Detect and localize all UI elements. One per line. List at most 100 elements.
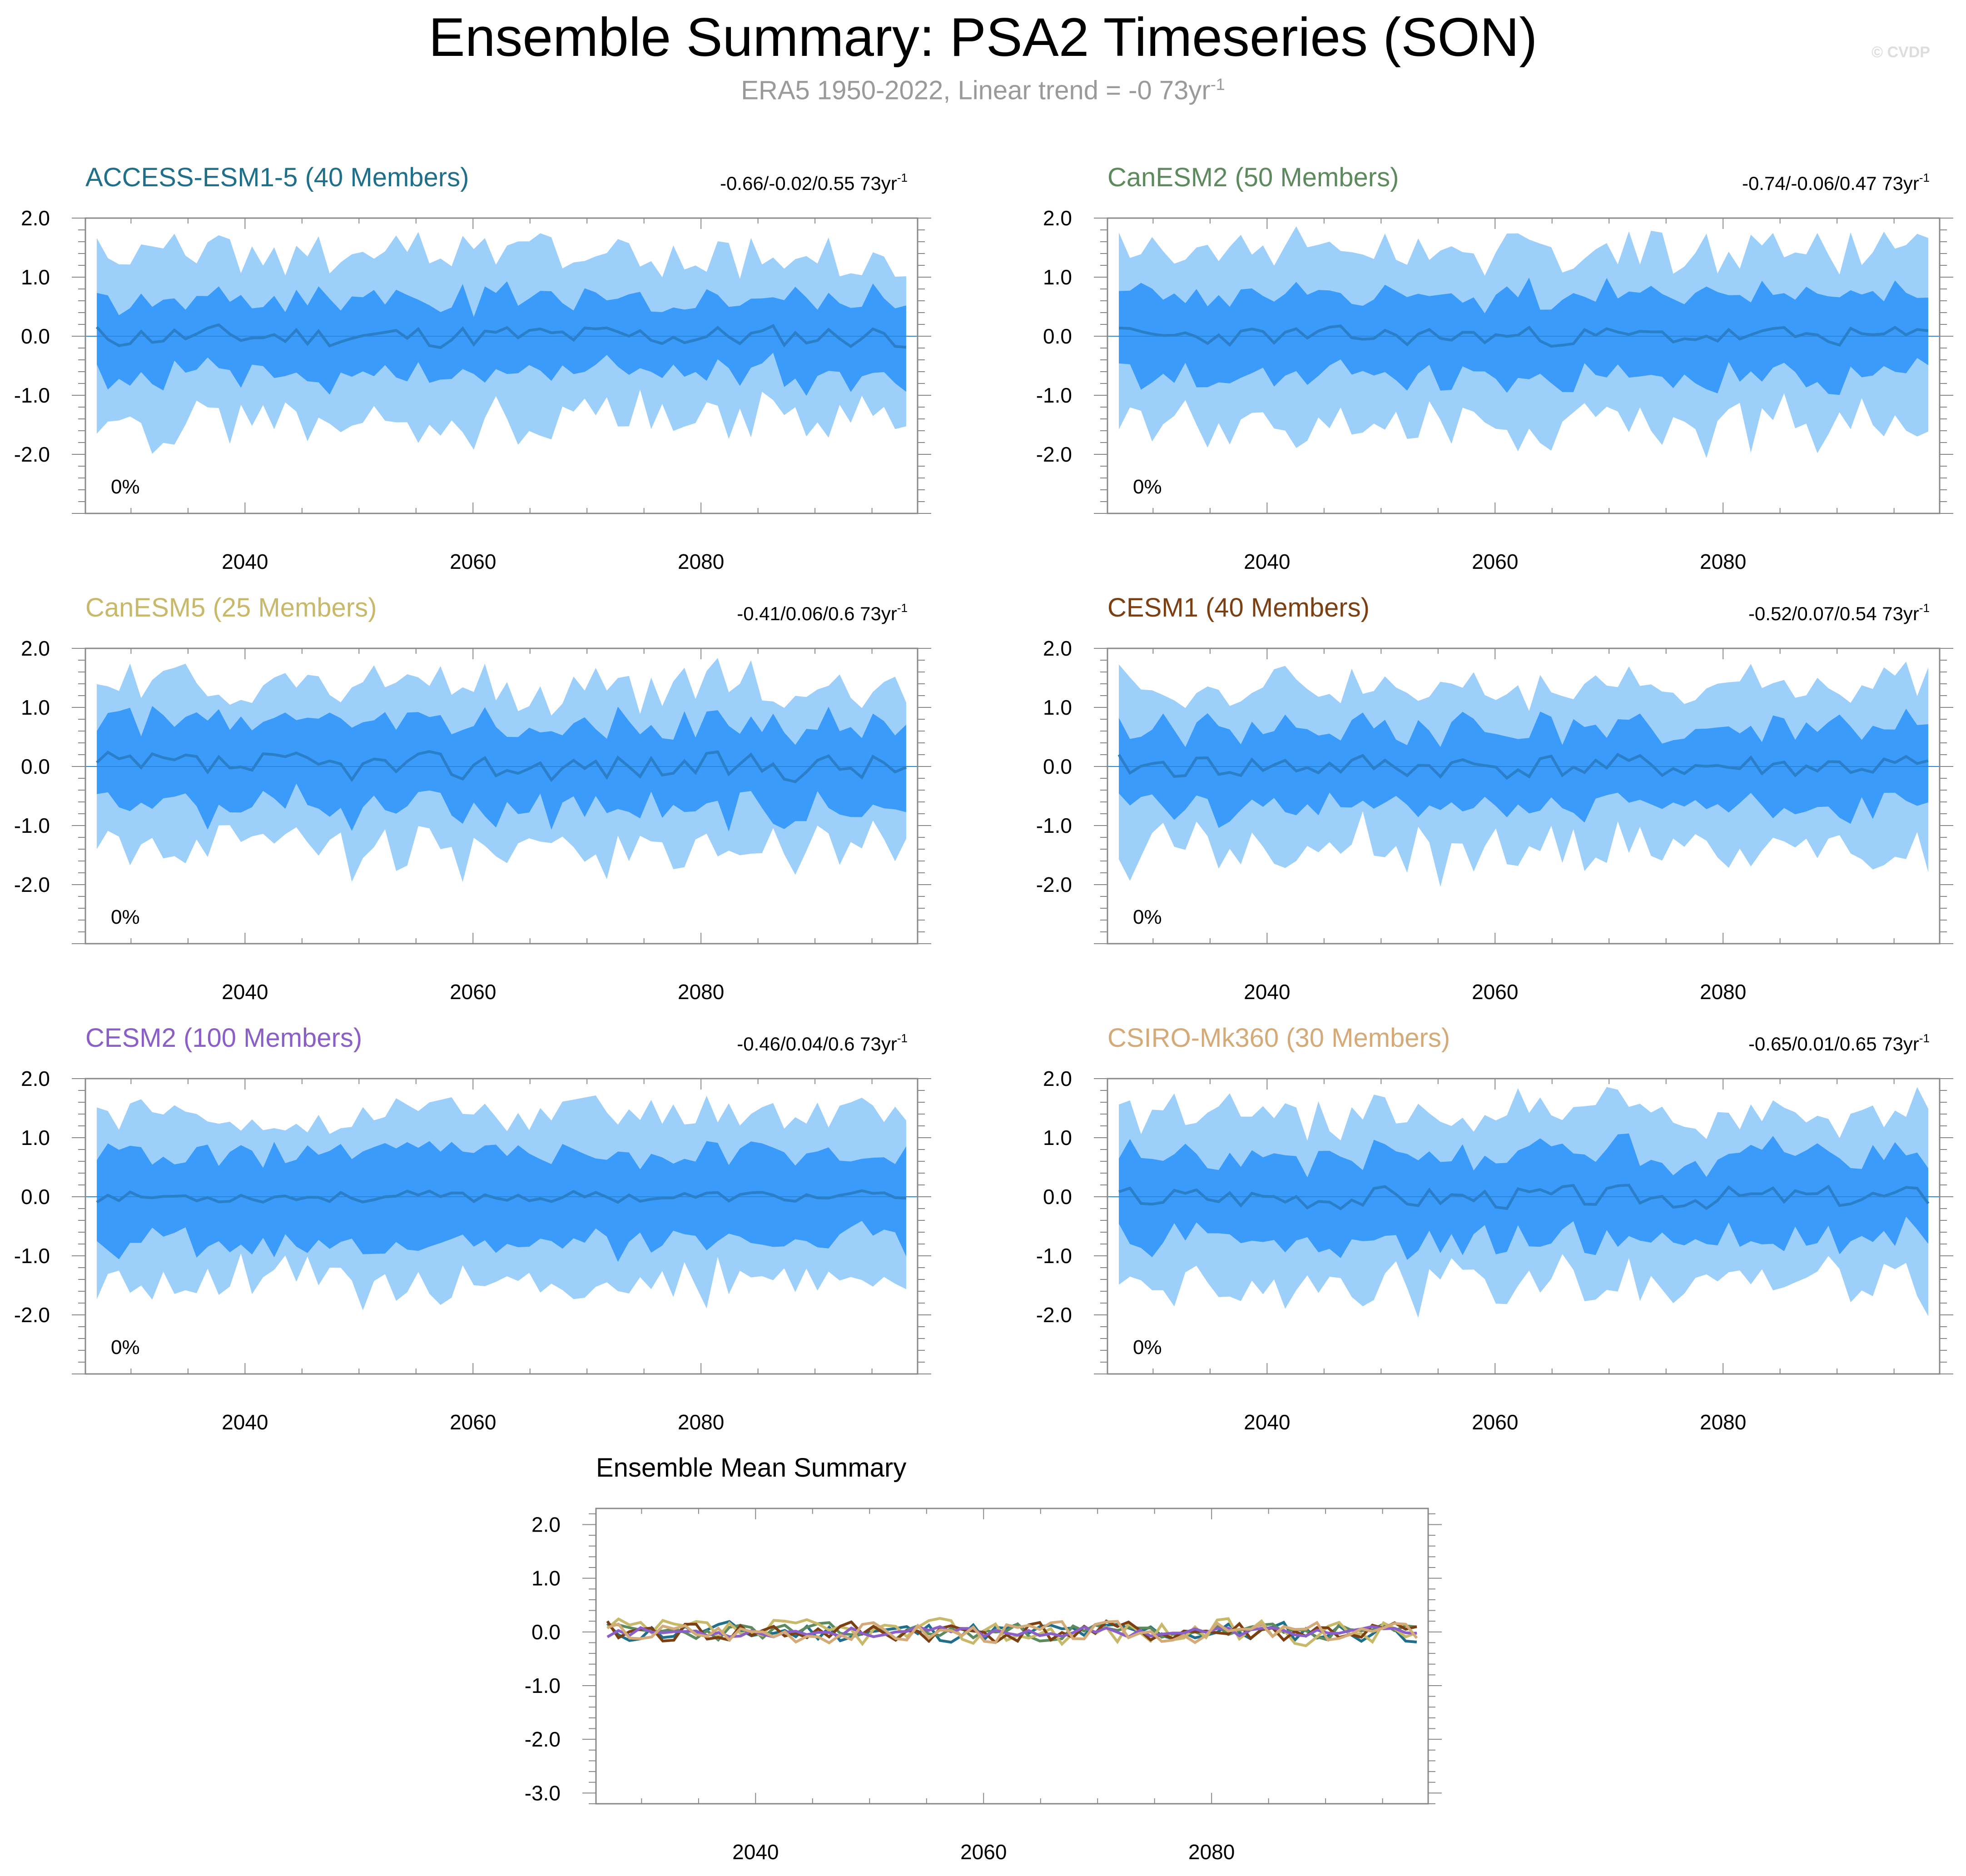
- y-tick-label: -3.0: [525, 1781, 561, 1805]
- x-tick-label: 2040: [222, 550, 268, 573]
- y-tick-label: 2.0: [1043, 1067, 1072, 1090]
- plot-frame: [84, 1078, 918, 1375]
- y-tick-label: 0.0: [1043, 755, 1072, 778]
- x-tick-label: 2080: [678, 1410, 724, 1434]
- series-line-cesm2: [606, 1625, 1417, 1639]
- trend-superscript: -1: [897, 171, 908, 184]
- trend-label: -0.52/0.07/0.54 73yr-1: [1748, 601, 1930, 624]
- percent-label: 0%: [111, 476, 140, 498]
- y-tick-label: 1.0: [21, 1126, 50, 1149]
- x-tick-label: 2080: [678, 980, 724, 1004]
- x-tick-label: 2040: [1244, 980, 1290, 1004]
- x-tick-label: 2040: [1244, 1410, 1290, 1434]
- percent-label: 0%: [1133, 476, 1162, 498]
- subtitle-text: ERA5 1950-2022, Linear trend = -0 73yr: [741, 75, 1211, 105]
- inner-spread-band: [97, 281, 906, 396]
- y-tick-label: 1.0: [21, 696, 50, 719]
- percent-label: 0%: [111, 1336, 140, 1358]
- y-tick-label: -1.0: [14, 383, 50, 407]
- y-tick-label: 0.0: [1043, 324, 1072, 348]
- y-tick-label: -1.0: [1036, 383, 1072, 407]
- trend-superscript: -1: [1919, 1031, 1930, 1045]
- x-tick-label: 2040: [222, 980, 268, 1004]
- y-tick-label: -2.0: [14, 873, 50, 896]
- y-tick-label: 1.0: [1043, 265, 1072, 289]
- ensemble-mean-line: [96, 1189, 907, 1204]
- y-tick-label: 2.0: [531, 1513, 561, 1536]
- y-tick-label: -1.0: [14, 1244, 50, 1268]
- y-tick-label: 0.0: [21, 324, 50, 348]
- y-tick-label: 2.0: [1043, 206, 1072, 230]
- y-tick-label: 0.0: [21, 755, 50, 778]
- y-tick-label: -2.0: [1036, 443, 1072, 466]
- x-tick-label: 2060: [1472, 980, 1518, 1004]
- percent-label: 0%: [1133, 906, 1162, 928]
- y-tick-label: 1.0: [531, 1567, 561, 1590]
- x-tick-label: 2060: [450, 550, 496, 573]
- main-title: Ensemble Summary: PSA2 Timeseries (SON): [428, 7, 1538, 68]
- cvdp-watermark: © CVDP: [1872, 44, 1930, 61]
- y-tick-label: 2.0: [21, 637, 50, 660]
- trend-superscript: -1: [1919, 171, 1930, 184]
- x-tick-label: 2080: [1700, 550, 1746, 573]
- x-tick-label: 2080: [1700, 980, 1746, 1004]
- y-tick-label: -1.0: [525, 1674, 561, 1697]
- panel-title: CESM1 (40 Members): [1107, 593, 1370, 622]
- panel-title: Ensemble Mean Summary: [596, 1453, 906, 1483]
- panel-title: CSIRO-Mk360 (30 Members): [1107, 1023, 1450, 1053]
- trend-label: -0.65/0.01/0.65 73yr-1: [1748, 1031, 1930, 1055]
- trend-label: -0.66/-0.02/0.55 73yr-1: [720, 171, 908, 194]
- trend-label: -0.74/-0.06/0.47 73yr-1: [1742, 171, 1930, 194]
- sub-title: ERA5 1950-2022, Linear trend = -0 73yr-1: [0, 76, 1966, 104]
- trend-label: -0.46/0.04/0.6 73yr-1: [737, 1031, 908, 1055]
- plot-frame: [1107, 647, 1941, 945]
- x-tick-label: 2060: [1472, 1410, 1518, 1434]
- plot-frame: [595, 1508, 1429, 1805]
- y-tick-label: -2.0: [1036, 873, 1072, 896]
- trend-superscript: -1: [897, 1031, 908, 1045]
- y-tick-label: 1.0: [1043, 1126, 1072, 1149]
- y-tick-label: -1.0: [14, 814, 50, 837]
- x-tick-label: 2080: [1188, 1840, 1235, 1864]
- series-line-csiro-mk360: [607, 1620, 1418, 1645]
- y-tick-label: 0.0: [21, 1185, 50, 1209]
- panel-canesm5: CanESM5 (25 Members) -0.41/0.06/0.6 73yr-…: [14, 593, 931, 1004]
- trend-superscript: -1: [897, 601, 908, 615]
- plot-frame: [84, 647, 918, 945]
- panel-title: ACCESS-ESM1-5 (40 Members): [85, 163, 469, 192]
- x-tick-label: 2060: [450, 980, 496, 1004]
- inner-spread-band: [1119, 708, 1928, 828]
- y-tick-label: 2.0: [21, 1067, 50, 1090]
- x-tick-label: 2080: [1700, 1410, 1746, 1434]
- panel-access-esm1-5: ACCESS-ESM1-5 (40 Members) -0.66/-0.02/0.…: [14, 163, 931, 573]
- ensemble-mean-line: [95, 323, 907, 349]
- plot-frame: [84, 217, 918, 514]
- y-tick-label: 1.0: [1043, 696, 1072, 719]
- series-line-cesm1: [606, 1619, 1417, 1644]
- x-tick-label: 2060: [450, 1410, 496, 1434]
- panel-title: CESM2 (100 Members): [85, 1023, 362, 1053]
- x-tick-label: 2080: [678, 550, 724, 573]
- y-tick-label: 2.0: [1043, 637, 1072, 660]
- y-tick-label: -2.0: [14, 1303, 50, 1327]
- panel-title: CanESM2 (50 Members): [1107, 163, 1399, 192]
- plot-frame: [1107, 217, 1941, 514]
- inner-spread-band: [97, 706, 906, 832]
- y-tick-label: 0.0: [531, 1620, 561, 1644]
- y-tick-label: -1.0: [1036, 1244, 1072, 1268]
- panel-ensemble-mean: Ensemble Mean Summary 2040 2060 2080 2.0 1.0 0…: [525, 1453, 1442, 1864]
- panel-title: CanESM5 (25 Members): [85, 593, 377, 622]
- ensemble-mean-line: [1117, 752, 1929, 780]
- x-tick-label: 2040: [1244, 550, 1290, 573]
- panel-canesm2: CanESM2 (50 Members) -0.74/-0.06/0.47 73y…: [1036, 163, 1953, 573]
- x-tick-label: 2040: [732, 1840, 779, 1864]
- y-tick-label: 1.0: [21, 265, 50, 289]
- y-tick-label: -1.0: [1036, 814, 1072, 837]
- trend-superscript: -1: [1919, 601, 1930, 615]
- y-tick-label: -2.0: [14, 443, 50, 466]
- y-tick-label: -2.0: [1036, 1303, 1072, 1327]
- trend-label: -0.41/0.06/0.6 73yr-1: [737, 601, 908, 624]
- ensemble-mean-line: [1118, 1184, 1930, 1211]
- plot-frame: [1107, 1078, 1941, 1375]
